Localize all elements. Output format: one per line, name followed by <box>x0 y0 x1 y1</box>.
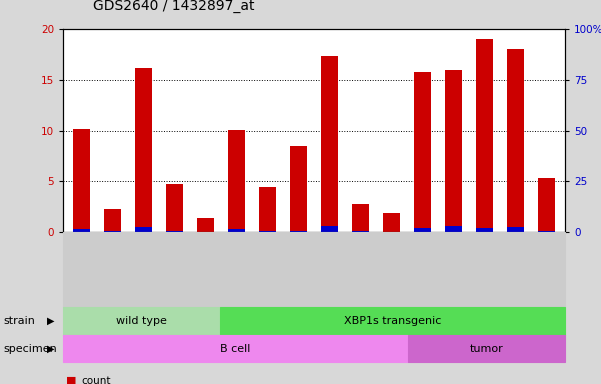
Text: specimen: specimen <box>3 344 56 354</box>
Bar <box>352 204 369 232</box>
Bar <box>414 228 431 232</box>
Text: XBP1s transgenic: XBP1s transgenic <box>344 316 441 326</box>
Text: strain: strain <box>3 316 35 326</box>
Bar <box>476 228 493 232</box>
Text: tumor: tumor <box>469 344 504 354</box>
Bar <box>476 39 493 232</box>
Bar <box>352 231 369 232</box>
Bar <box>538 179 555 232</box>
Text: ▶: ▶ <box>47 344 55 354</box>
Bar <box>445 227 462 232</box>
Bar <box>73 129 90 232</box>
Bar <box>383 213 400 232</box>
Text: ▶: ▶ <box>47 316 55 326</box>
Bar <box>228 129 245 232</box>
Text: ■: ■ <box>66 376 76 384</box>
Bar <box>507 227 524 232</box>
Bar <box>166 184 183 232</box>
Text: GDS2640 / 1432897_at: GDS2640 / 1432897_at <box>93 0 255 13</box>
Bar <box>104 231 121 232</box>
Text: B cell: B cell <box>221 344 251 354</box>
Bar <box>290 146 307 232</box>
Bar <box>414 71 431 232</box>
Bar <box>135 227 152 232</box>
Bar <box>445 70 462 232</box>
Bar <box>507 49 524 232</box>
Bar <box>259 231 276 232</box>
Bar <box>104 209 121 232</box>
Text: count: count <box>81 376 111 384</box>
Bar <box>166 231 183 232</box>
Bar <box>290 231 307 232</box>
Text: wild type: wild type <box>116 316 167 326</box>
Bar <box>228 229 245 232</box>
Bar <box>321 56 338 232</box>
Bar <box>197 218 214 232</box>
Bar <box>135 68 152 232</box>
Bar <box>73 229 90 232</box>
Bar <box>259 187 276 232</box>
Bar <box>321 227 338 232</box>
Bar <box>538 231 555 232</box>
